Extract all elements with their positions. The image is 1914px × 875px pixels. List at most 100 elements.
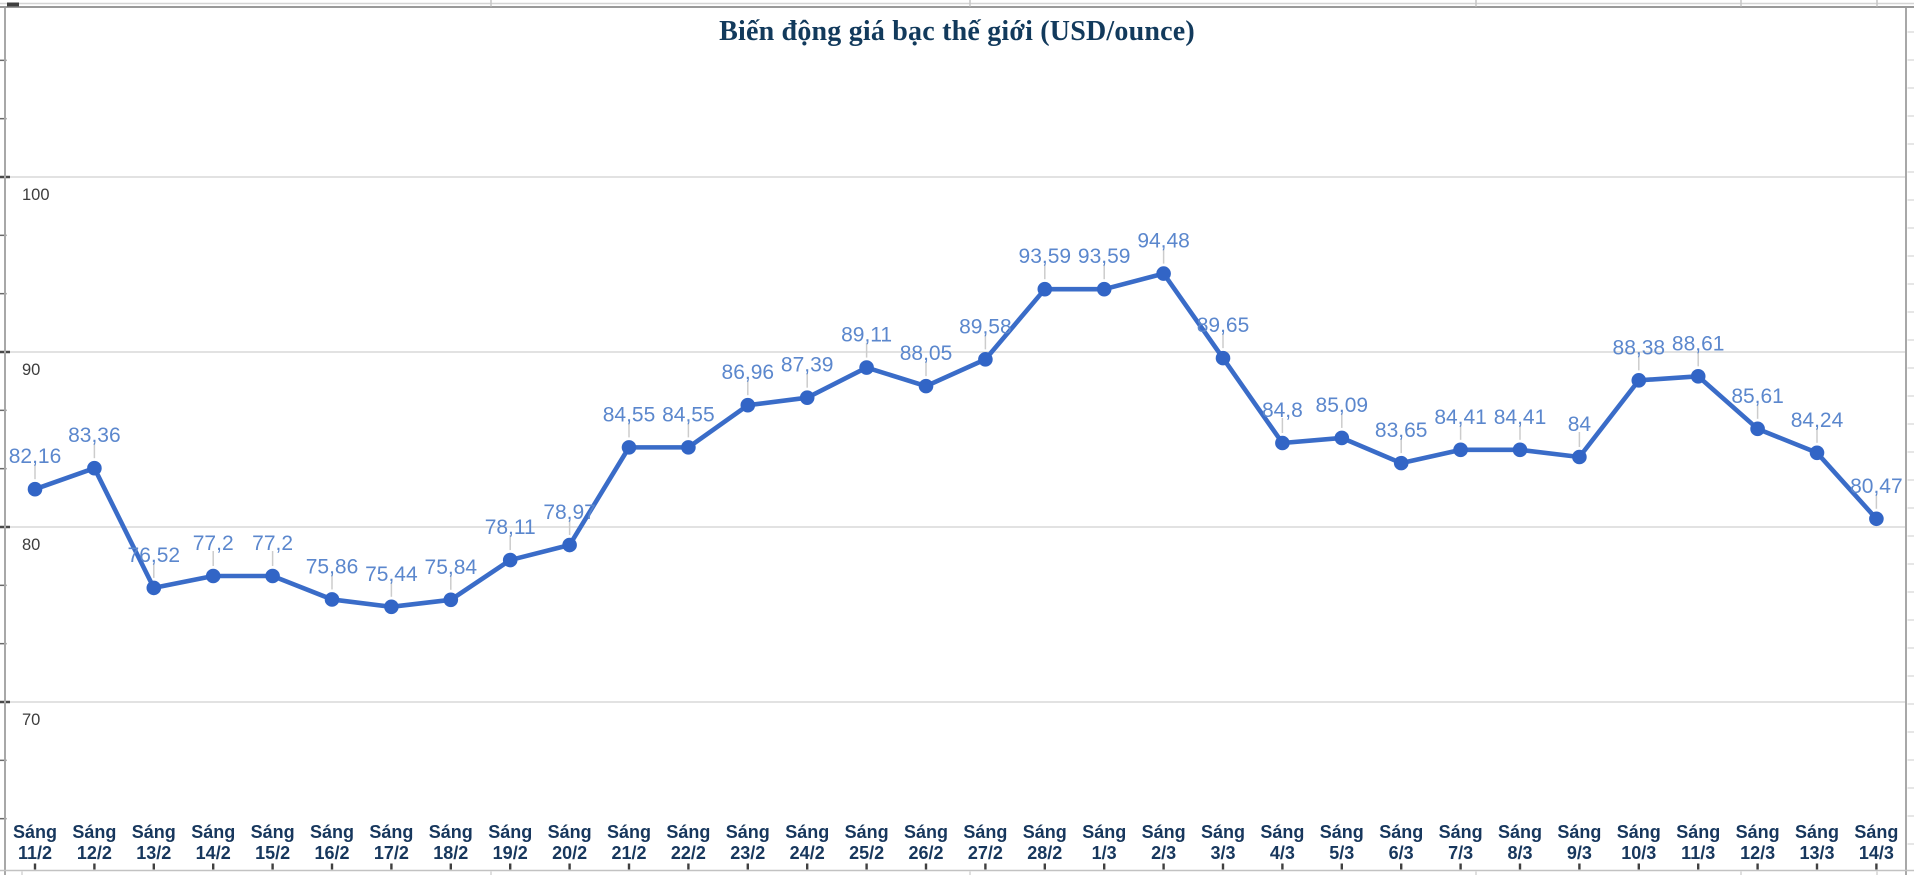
x-axis-label-prefix: Sáng bbox=[607, 822, 651, 842]
x-axis-label-date: 27/2 bbox=[968, 843, 1003, 863]
x-axis-label-prefix: Sáng bbox=[72, 822, 116, 842]
x-axis-label-date: 21/2 bbox=[611, 843, 646, 863]
x-axis-label-date: 14/2 bbox=[196, 843, 231, 863]
data-point[interactable] bbox=[1334, 430, 1350, 446]
x-axis-label-date: 11/3 bbox=[1681, 843, 1715, 863]
x-axis-label-date: 1/3 bbox=[1092, 843, 1117, 863]
data-point[interactable] bbox=[502, 552, 518, 568]
price-series-line bbox=[32, 271, 1879, 610]
data-point-label: 83,65 bbox=[1375, 419, 1428, 442]
x-axis-label-prefix: Sáng bbox=[666, 822, 710, 842]
x-axis-label-prefix: Sáng bbox=[1379, 822, 1423, 842]
x-axis-label-date: 3/3 bbox=[1210, 843, 1235, 863]
data-point[interactable] bbox=[146, 580, 162, 596]
data-point-label: 86,96 bbox=[722, 361, 775, 384]
x-axis-label-prefix: Sáng bbox=[1617, 822, 1661, 842]
data-point[interactable] bbox=[1512, 442, 1528, 458]
x-axis-label-prefix: Sáng bbox=[369, 822, 413, 842]
x-axis-label-date: 15/2 bbox=[255, 843, 290, 863]
x-axis-label-prefix: Sáng bbox=[1736, 822, 1780, 842]
data-point-label: 85,09 bbox=[1316, 394, 1369, 417]
data-point[interactable] bbox=[1215, 350, 1231, 366]
x-axis-label-prefix: Sáng bbox=[1260, 822, 1304, 842]
data-point[interactable] bbox=[621, 440, 637, 455]
data-point-label: 78,97 bbox=[543, 501, 596, 524]
data-point-label: 75,84 bbox=[425, 556, 478, 579]
selection-handle bbox=[7, 2, 19, 7]
data-point[interactable] bbox=[1037, 281, 1053, 297]
data-point[interactable] bbox=[1393, 455, 1409, 471]
data-point[interactable] bbox=[681, 440, 696, 455]
data-point-label: 82,16 bbox=[9, 445, 62, 468]
data-point[interactable] bbox=[87, 460, 102, 476]
x-axis-label-date: 24/2 bbox=[790, 843, 825, 863]
data-point[interactable] bbox=[918, 378, 934, 394]
data-point[interactable] bbox=[740, 397, 756, 413]
x-axis-label-prefix: Sáng bbox=[726, 822, 770, 842]
x-axis-label-prefix: Sáng bbox=[845, 822, 889, 842]
x-axis-label-date: 14/3 bbox=[1859, 843, 1894, 863]
data-point-label: 84,41 bbox=[1494, 406, 1547, 429]
data-point-label: 85,61 bbox=[1731, 385, 1784, 408]
x-axis-label-date: 4/3 bbox=[1270, 843, 1295, 863]
data-point-label: 84,55 bbox=[603, 403, 656, 426]
x-axis-label-prefix: Sáng bbox=[1142, 822, 1186, 842]
x-axis-label-date: 12/3 bbox=[1740, 843, 1775, 863]
data-point[interactable] bbox=[324, 592, 340, 607]
data-point-label: 84,41 bbox=[1434, 406, 1487, 429]
data-point-label: 77,2 bbox=[193, 532, 234, 555]
x-axis-label-date: 13/2 bbox=[136, 843, 171, 863]
data-point[interactable] bbox=[443, 592, 459, 608]
x-axis-label-prefix: Sáng bbox=[132, 822, 176, 842]
data-point[interactable] bbox=[265, 568, 280, 584]
data-point[interactable] bbox=[1869, 511, 1884, 527]
data-point[interactable] bbox=[205, 568, 221, 584]
data-point-label: 94,48 bbox=[1137, 230, 1190, 253]
data-point-label: 88,05 bbox=[900, 342, 953, 365]
data-point-label: 84,8 bbox=[1262, 399, 1303, 422]
x-axis-label-date: 12/2 bbox=[77, 843, 112, 863]
x-axis-label-prefix: Sáng bbox=[1676, 822, 1720, 842]
x-axis-label-prefix: Sáng bbox=[548, 822, 592, 842]
data-point-label: 75,44 bbox=[365, 563, 418, 586]
data-point[interactable] bbox=[978, 352, 993, 367]
x-axis-label-date: 8/3 bbox=[1507, 843, 1532, 863]
x-axis-label-prefix: Sáng bbox=[1439, 822, 1483, 842]
y-axis-tick-label: 80 bbox=[22, 536, 40, 554]
x-axis-label-date: 11/2 bbox=[18, 843, 52, 863]
data-point[interactable] bbox=[799, 390, 815, 405]
x-axis-label-date: 10/3 bbox=[1621, 843, 1656, 863]
data-point[interactable] bbox=[1750, 421, 1765, 437]
x-axis-label-prefix: Sáng bbox=[1498, 822, 1542, 842]
data-point[interactable] bbox=[562, 537, 577, 553]
x-axis-label-date: 19/2 bbox=[493, 843, 528, 863]
x-axis-label-prefix: Sáng bbox=[785, 822, 829, 842]
x-axis-label-prefix: Sáng bbox=[1320, 822, 1364, 842]
data-point[interactable] bbox=[1809, 445, 1825, 461]
data-point[interactable] bbox=[1690, 369, 1706, 384]
x-axis-label-prefix: Sáng bbox=[429, 822, 473, 842]
x-axis-label-date: 26/2 bbox=[908, 843, 943, 863]
data-point[interactable] bbox=[27, 481, 43, 497]
data-point[interactable] bbox=[1631, 373, 1647, 388]
data-point[interactable] bbox=[1156, 266, 1171, 281]
data-point[interactable] bbox=[859, 360, 874, 375]
data-point-label: 84,24 bbox=[1791, 409, 1844, 432]
data-point-label: 88,61 bbox=[1672, 332, 1725, 355]
data-point[interactable] bbox=[1096, 281, 1112, 297]
x-axis-label-prefix: Sáng bbox=[310, 822, 354, 842]
data-point-label: 84,55 bbox=[662, 403, 715, 426]
x-axis-label-prefix: Sáng bbox=[13, 822, 57, 842]
x-axis-label-prefix: Sáng bbox=[488, 822, 532, 842]
data-point[interactable] bbox=[1572, 449, 1587, 465]
data-point-label: 80,47 bbox=[1850, 475, 1903, 498]
data-point-label: 87,39 bbox=[781, 354, 834, 377]
data-point-label: 76,52 bbox=[128, 544, 181, 567]
x-axis-label-date: 22/2 bbox=[671, 843, 706, 863]
x-axis-label-date: 17/2 bbox=[374, 843, 409, 863]
data-point[interactable] bbox=[384, 599, 399, 615]
data-point[interactable] bbox=[1453, 442, 1468, 458]
data-point[interactable] bbox=[1275, 435, 1290, 451]
